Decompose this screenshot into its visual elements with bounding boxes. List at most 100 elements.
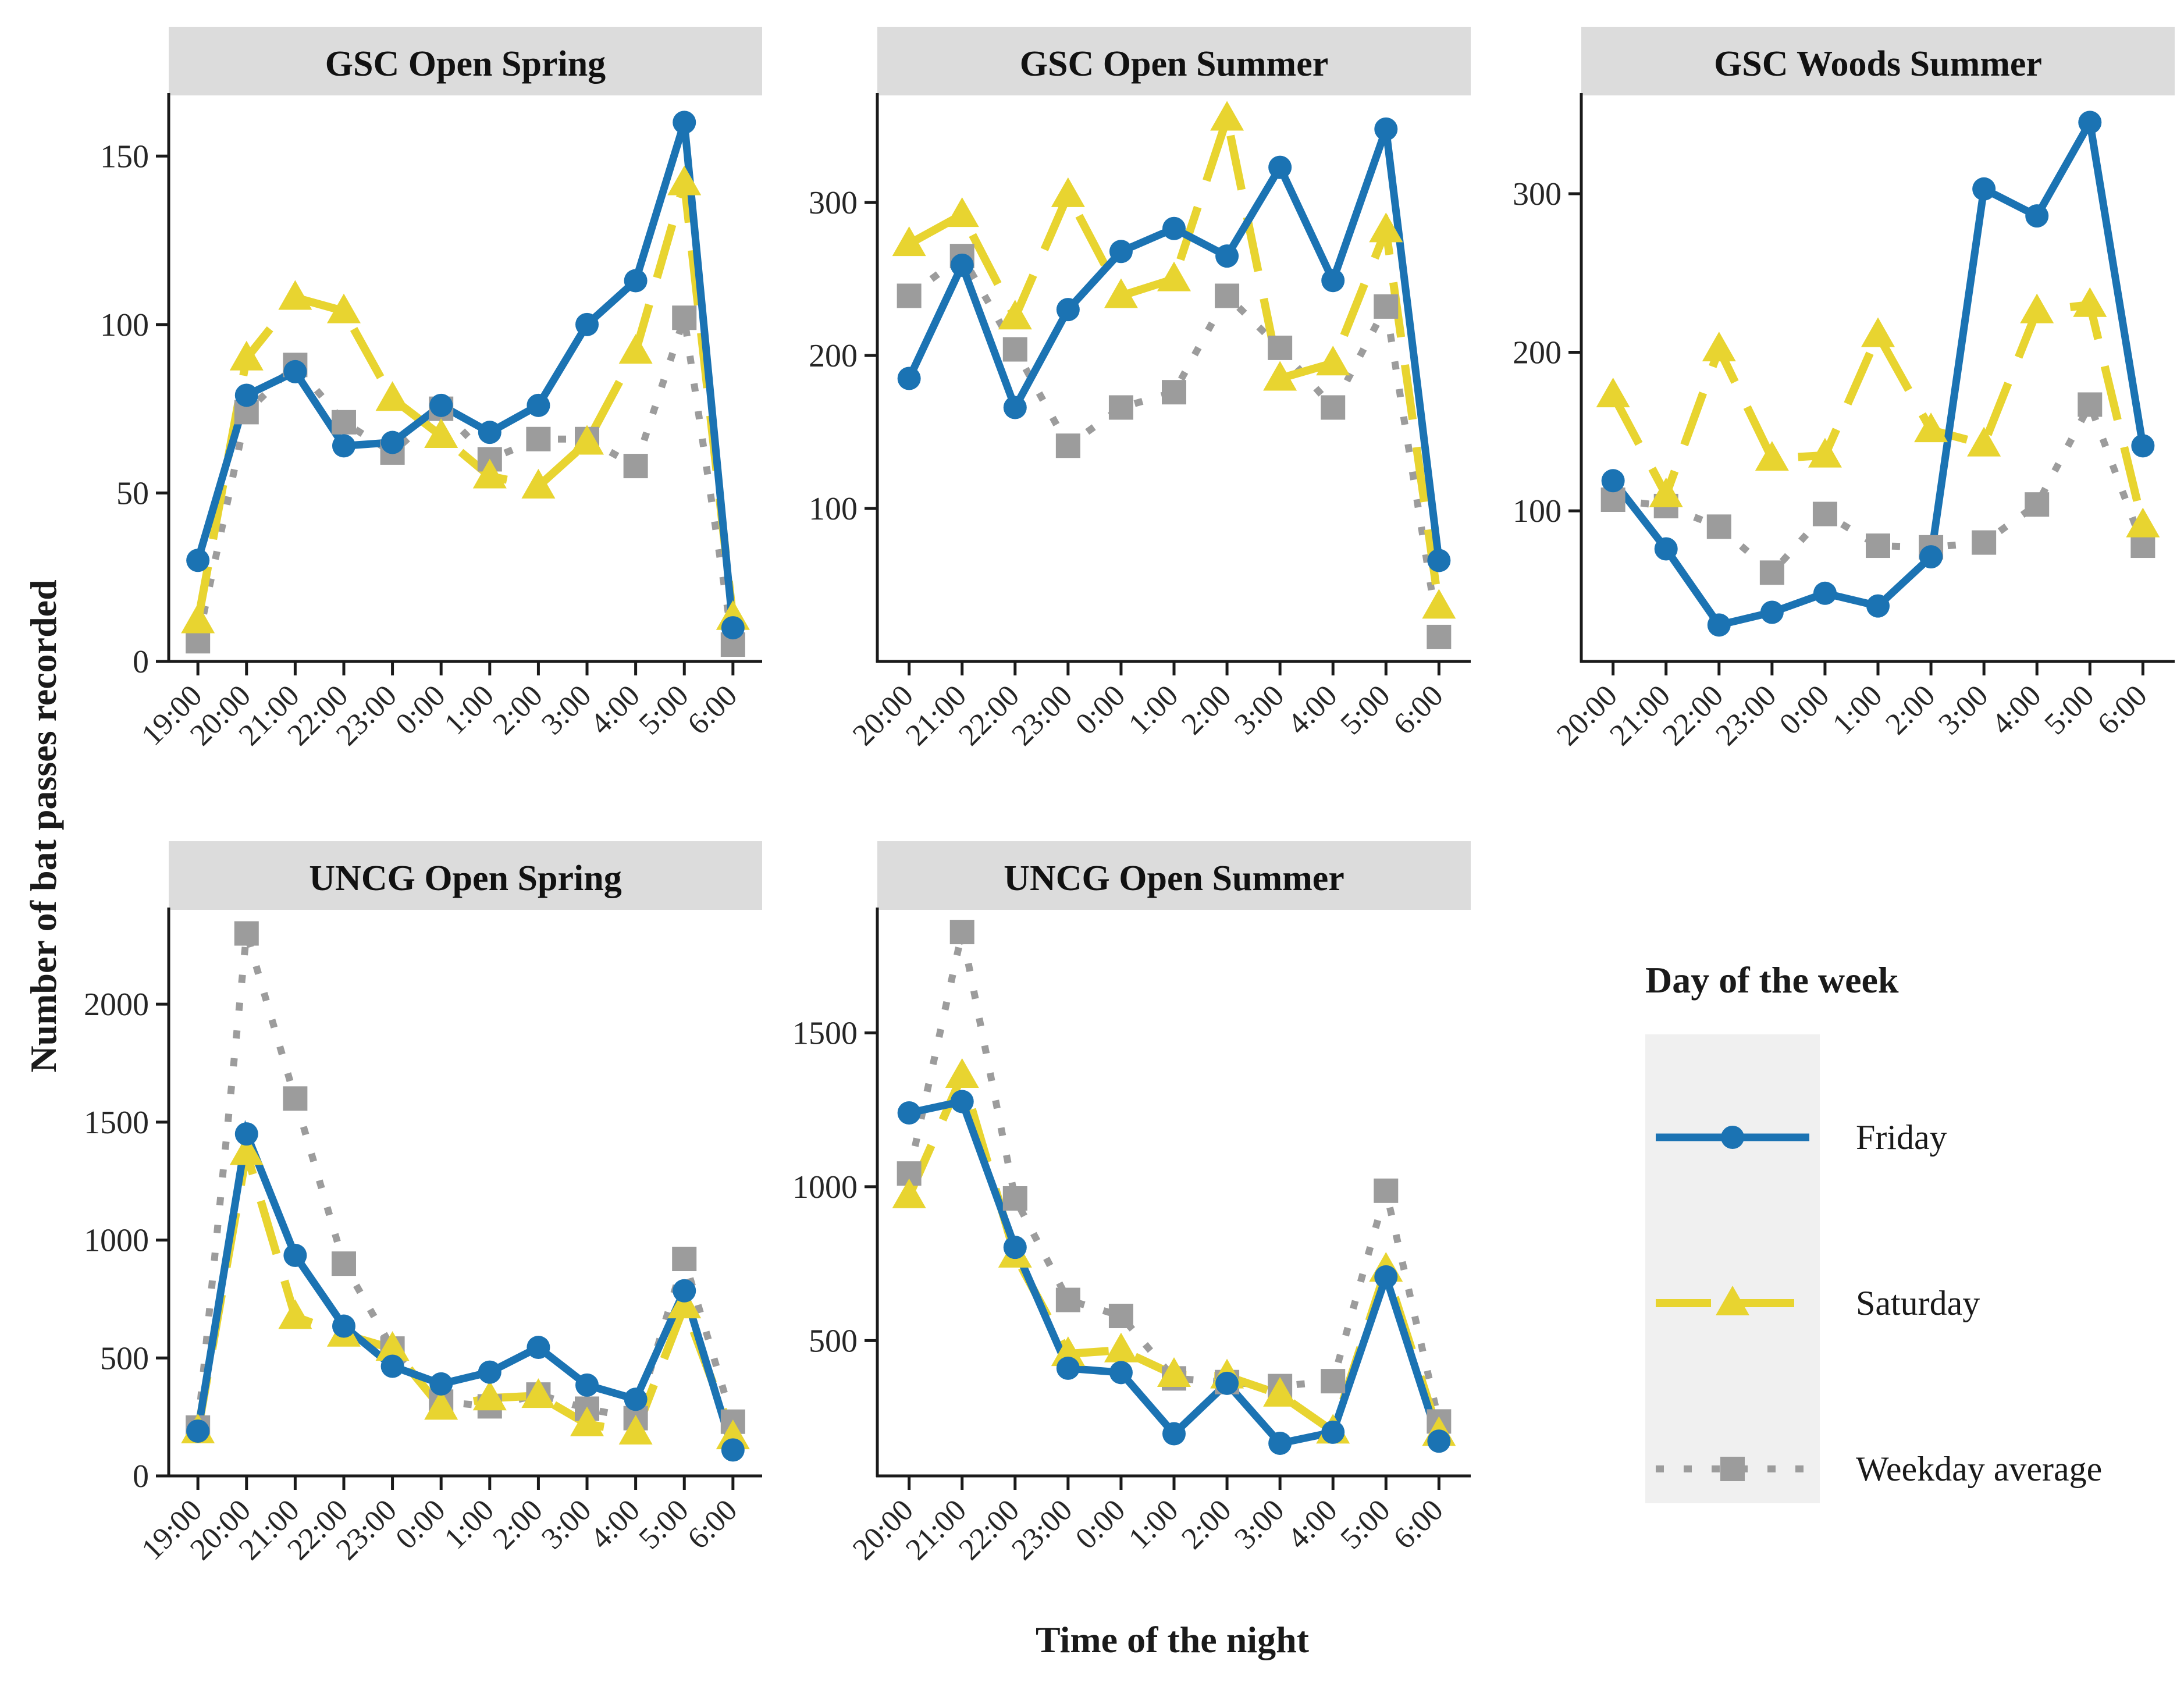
series-markers-weekday-average <box>1600 392 2155 585</box>
x-tick-label: 2:00 <box>1175 1493 1238 1556</box>
x-tick-label: 6:00 <box>1387 1493 1450 1556</box>
x-tick-label: 0:00 <box>1069 1493 1132 1556</box>
y-tick-label: 0 <box>133 1458 149 1495</box>
series-markers-friday <box>1601 111 2155 637</box>
series-line-saturday <box>194 1151 737 1439</box>
x-tick-label: 2:00 <box>486 678 549 741</box>
y-tick-label: 1500 <box>792 1016 858 1052</box>
series-line-saturday <box>194 182 737 622</box>
facet-panel-gsc-woods-summer: GSC Woods Summer 100 200 300 20:00 21:00 22:00… <box>1482 24 2183 836</box>
x-tick-label: 6:00 <box>2091 678 2154 741</box>
x-tick-label: 1:00 <box>1122 678 1185 741</box>
y-tick-label: 300 <box>1513 176 1561 212</box>
x-tick-label: 2:00 <box>1879 678 1942 741</box>
x-tick-label: 20:00 <box>846 1493 920 1566</box>
facet-title: UNCG Open Summer <box>1004 859 1344 898</box>
series-markers-weekday-average <box>897 920 1452 1434</box>
x-tick-label: 6:00 <box>681 678 744 741</box>
x-tick-label: 3:00 <box>1932 678 1995 741</box>
facet-title: GSC Open Summer <box>1020 44 1328 84</box>
x-tick-label: 21:00 <box>899 678 973 752</box>
x-tick-label: 4:00 <box>1985 678 2048 741</box>
x-tick-label: 4:00 <box>1281 678 1344 741</box>
x-tick-label: 2:00 <box>486 1493 549 1556</box>
y-tick-label: 150 <box>100 138 149 175</box>
axes <box>1580 93 2175 663</box>
x-tick-label: 1:00 <box>438 1493 501 1556</box>
series-markers-saturday <box>1596 287 2160 538</box>
series-markers-friday <box>897 1090 1451 1455</box>
legend-key-saturday-icon <box>1656 1286 1809 1315</box>
x-tick-label: 23:00 <box>1005 1493 1079 1566</box>
x-tick-label: 6:00 <box>681 1493 744 1556</box>
y-axis-ticks: 500 1000 1500 <box>792 1016 877 1359</box>
x-tick-label: 4:00 <box>584 678 646 741</box>
x-tick-label: 3:00 <box>1228 1493 1291 1556</box>
x-tick-label: 5:00 <box>2038 678 2101 741</box>
x-tick-label: 4:00 <box>1281 1493 1344 1556</box>
x-axis-ticks: 19:0020:0021:0022:0023:000:001:002:003:0… <box>135 1476 744 1567</box>
series-markers-saturday <box>181 165 750 634</box>
series-line-weekday-average <box>194 932 737 1428</box>
y-tick-label: 1000 <box>792 1169 858 1205</box>
facet-panel-gsc-open-spring: GSC Open Spring 0 50 100 150 19:00 20:00 21:00 2… <box>70 24 771 836</box>
y-axis-ticks: 100 200 300 <box>809 185 877 527</box>
facet-panel-uncg-open-summer: UNCG Open Summer 500 1000 1500 20:00 21:00 22:… <box>778 839 1479 1650</box>
facet-strip <box>877 841 1471 910</box>
x-tick-label: 21:00 <box>899 1493 973 1566</box>
x-tick-label: 22:00 <box>1656 678 1730 752</box>
x-axis-ticks: 20:0021:0022:0023:000:001:002:003:004:00… <box>1550 661 2154 752</box>
series-markers-friday <box>186 1122 745 1462</box>
x-tick-label: 20:00 <box>846 678 920 752</box>
facet-panel-gsc-open-summer: GSC Open Summer 100 200 300 20:00 21:00 22:00 2… <box>778 24 1479 836</box>
series-line-saturday <box>1609 300 2147 526</box>
facet-strip <box>1581 27 2175 95</box>
facet-panel-uncg-open-spring: UNCG Open Spring 0 500 1000 1500 2000 19:00 20:… <box>70 839 771 1650</box>
x-tick-label: 22:00 <box>952 678 1026 752</box>
series-markers-weekday-average <box>186 305 745 657</box>
x-tick-label: 3:00 <box>535 678 598 741</box>
legend-key-background <box>1645 1034 1820 1503</box>
axes <box>167 908 762 1478</box>
legend-key-weekday-average-icon <box>1656 1457 1809 1481</box>
x-tick-label: 2:00 <box>1175 678 1238 741</box>
y-axis-ticks: 0 50 100 150 <box>100 138 169 680</box>
y-axis-ticks: 100 200 300 <box>1513 176 1581 529</box>
y-tick-label: 1500 <box>84 1105 149 1141</box>
facet-title: GSC Open Spring <box>325 44 606 84</box>
panel-chart-svg: UNCG Open Spring050010001500200019:0020:… <box>84 841 762 1567</box>
y-tick-label: 50 <box>116 475 149 511</box>
facet-title: GSC Woods Summer <box>1714 44 2042 84</box>
x-tick-label: 0:00 <box>1069 678 1132 741</box>
x-tick-label: 3:00 <box>535 1493 598 1556</box>
axes <box>876 93 1471 663</box>
series-line-friday <box>905 127 1443 561</box>
x-tick-label: 21:00 <box>1603 678 1677 752</box>
legend-title: Day of the week <box>1645 959 1899 1001</box>
x-tick-label: 22:00 <box>952 1493 1026 1566</box>
x-tick-label: 1:00 <box>438 678 501 741</box>
legend-item-weekday-average: Weekday average <box>1856 1450 2103 1488</box>
x-tick-label: 5:00 <box>632 678 695 741</box>
legend-item-friday: Friday <box>1856 1118 1947 1157</box>
x-tick-label: 23:00 <box>1005 678 1079 752</box>
x-tick-label: 6:00 <box>1387 678 1450 741</box>
x-tick-label: 4:00 <box>584 1493 646 1556</box>
legend-key-friday-icon <box>1656 1126 1809 1149</box>
series-markers-weekday-average <box>897 244 1452 649</box>
y-tick-label: 200 <box>809 338 858 374</box>
y-tick-label: 2000 <box>84 987 149 1023</box>
y-tick-label: 500 <box>809 1323 858 1359</box>
series-line-saturday <box>907 102 1443 607</box>
series-markers-friday <box>897 117 1451 572</box>
facet-title: UNCG Open Spring <box>309 859 621 898</box>
y-tick-label: 100 <box>100 307 149 343</box>
panel-chart-svg: GSC Open Spring05010015019:0020:0021:002… <box>100 27 762 752</box>
panel-chart-svg: GSC Open Summer10020030020:0021:0022:002… <box>809 27 1471 752</box>
series-line-weekday-average <box>907 251 1443 638</box>
y-tick-label: 0 <box>133 644 149 680</box>
x-tick-label: 5:00 <box>1334 1493 1397 1556</box>
x-tick-label: 20:00 <box>1550 678 1624 752</box>
y-tick-label: 1000 <box>84 1223 149 1259</box>
